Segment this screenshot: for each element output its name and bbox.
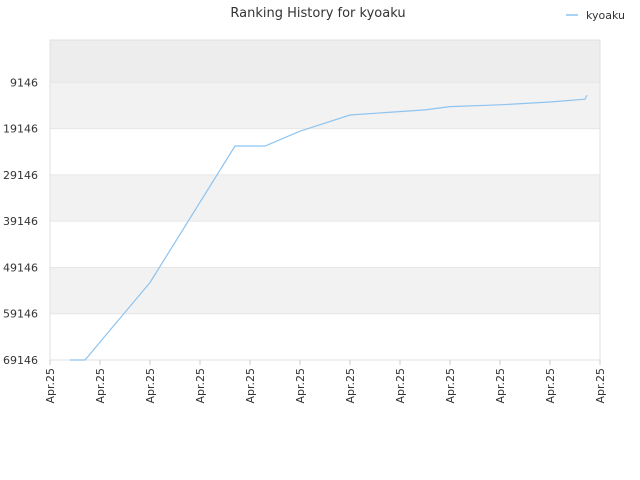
series-lines bbox=[70, 94, 588, 361]
x-tick-label: Apr.25 bbox=[594, 368, 607, 404]
y-axis-ticks: 9146 19146 29146 39146 49146 59146 69146 bbox=[3, 76, 38, 367]
legend-label: kyoaku bbox=[586, 9, 625, 22]
y-tick-label: 19146 bbox=[3, 123, 38, 136]
y-tick-label: 49146 bbox=[3, 261, 38, 274]
plot-border bbox=[49, 39, 601, 361]
x-tick-label: Apr.25 bbox=[244, 368, 257, 404]
y-tick-label: 29146 bbox=[3, 169, 38, 182]
x-tick-label: Apr.25 bbox=[344, 368, 357, 404]
x-tick-label: Apr.25 bbox=[44, 368, 57, 404]
x-tick-label: Apr.25 bbox=[544, 368, 557, 404]
y-tick-label: 39146 bbox=[3, 215, 38, 228]
x-tick-label: Apr.25 bbox=[294, 368, 307, 404]
x-tick-label: Apr.25 bbox=[394, 368, 407, 404]
y-tick-label: 59146 bbox=[3, 308, 38, 321]
x-tick-label: Apr.25 bbox=[194, 368, 207, 404]
y-tick-label: 69146 bbox=[3, 354, 38, 367]
x-tick-label: Apr.25 bbox=[444, 368, 457, 404]
band bbox=[50, 82, 600, 129]
series-line-kyoaku bbox=[70, 94, 588, 361]
band-top bbox=[50, 40, 600, 83]
band bbox=[50, 174, 600, 222]
y-tick-label: 9146 bbox=[10, 76, 38, 89]
background-bands bbox=[50, 40, 600, 314]
band bbox=[50, 267, 600, 314]
x-axis-ticks: Apr.25 Apr.25 Apr.25 Apr.25 Apr.25 Apr.25 Apr.… bbox=[44, 360, 607, 404]
x-tick-label: Apr.25 bbox=[94, 368, 107, 404]
x-tick-label: Apr.25 bbox=[144, 368, 157, 404]
chart-title: Ranking History for kyoaku bbox=[230, 6, 405, 21]
legend: kyoaku bbox=[566, 9, 625, 22]
x-tick-label: Apr.25 bbox=[494, 368, 507, 404]
